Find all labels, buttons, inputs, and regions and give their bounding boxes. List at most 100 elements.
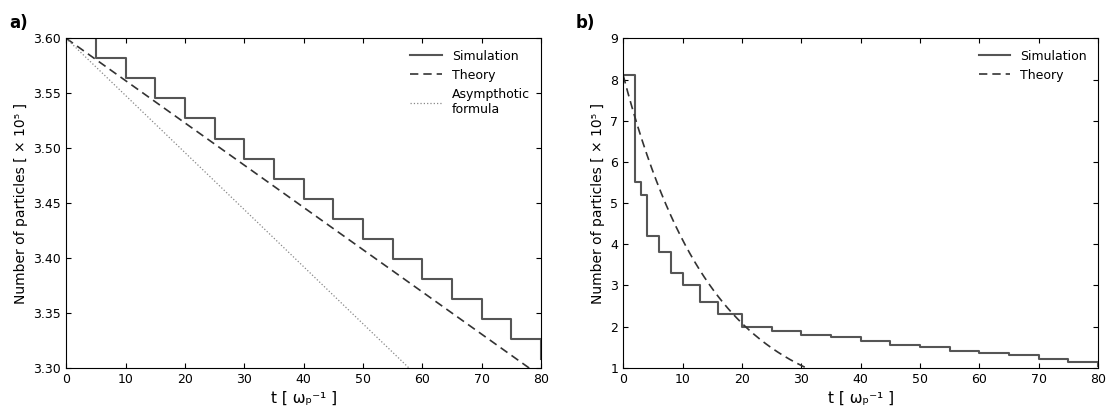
Simulation: [623, 73, 636, 78]
Simulation: [1002, 353, 1016, 358]
Simulation: [505, 336, 519, 341]
Simulation: [765, 324, 778, 329]
Simulation: [1091, 363, 1104, 368]
Y-axis label: Number of particles [ × 10⁵ ]: Number of particles [ × 10⁵ ]: [591, 102, 605, 304]
Theory: [523, 366, 536, 371]
Simulation: [884, 339, 897, 344]
Simulation: [237, 136, 251, 141]
Simulation: [386, 256, 400, 261]
Theory: [899, 393, 913, 398]
Simulation: [208, 136, 222, 141]
Simulation: [628, 180, 642, 185]
Simulation: [327, 216, 340, 221]
Simulation: [711, 312, 725, 317]
Simulation: [853, 334, 867, 339]
Simulation: [711, 299, 725, 304]
Simulation: [664, 250, 678, 255]
Simulation: [652, 234, 665, 239]
Asympthotic
formula: [342, 307, 355, 312]
Asympthotic
formula: [59, 36, 73, 41]
Simulation: [824, 334, 838, 339]
Theory: [844, 382, 858, 387]
Simulation: [268, 156, 281, 161]
X-axis label: t [ ωₚ⁻¹ ]: t [ ωₚ⁻¹ ]: [828, 391, 894, 406]
Simulation: [327, 196, 340, 201]
Simulation: [646, 234, 660, 239]
Simulation: [628, 73, 642, 78]
Simulation: [623, 73, 636, 78]
Simulation: [943, 349, 956, 354]
Simulation: [616, 73, 629, 78]
Theory: [59, 36, 73, 41]
Simulation: [913, 344, 926, 349]
Theory: [342, 237, 355, 242]
Simulation: [149, 76, 162, 81]
Simulation: [824, 332, 838, 337]
Theory: [284, 197, 298, 202]
Simulation: [675, 283, 689, 288]
Simulation: [119, 76, 132, 81]
Simulation: [356, 216, 370, 221]
Simulation: [90, 36, 103, 41]
Simulation: [853, 339, 867, 344]
Simulation: [475, 296, 488, 301]
Theory: [288, 199, 301, 204]
Simulation: [178, 116, 192, 121]
Simulation: [972, 351, 986, 356]
Simulation: [237, 156, 251, 161]
X-axis label: t [ ωₚ⁻¹ ]: t [ ωₚ⁻¹ ]: [271, 391, 337, 406]
Theory: [1006, 402, 1019, 407]
Asympthotic
formula: [317, 283, 330, 288]
Simulation: [735, 312, 748, 317]
Theory: [842, 381, 856, 386]
Simulation: [641, 234, 654, 239]
Simulation: [646, 234, 660, 239]
Simulation: [652, 250, 665, 255]
Simulation: [534, 336, 548, 341]
Line: Theory: Theory: [623, 76, 1098, 407]
Simulation: [693, 299, 707, 304]
Theory: [874, 389, 887, 394]
Asympthotic
formula: [288, 255, 301, 260]
Theory: [616, 73, 629, 78]
Text: a): a): [9, 14, 28, 32]
Simulation: [534, 357, 548, 362]
Line: Simulation: Simulation: [623, 76, 1098, 366]
Simulation: [794, 328, 808, 333]
Simulation: [416, 256, 429, 261]
Simulation: [693, 283, 707, 288]
Legend: Simulation, Theory: Simulation, Theory: [974, 45, 1092, 87]
Simulation: [765, 328, 778, 333]
Simulation: [1002, 351, 1016, 356]
Simulation: [634, 192, 647, 197]
Simulation: [1062, 357, 1075, 362]
Simulation: [794, 332, 808, 337]
Simulation: [208, 116, 222, 121]
Simulation: [475, 316, 488, 321]
Simulation: [1091, 359, 1104, 364]
Simulation: [675, 270, 689, 276]
Simulation: [268, 176, 281, 181]
Asympthotic
formula: [449, 410, 463, 415]
Simulation: [1032, 357, 1045, 362]
Theory: [449, 313, 463, 318]
Simulation: [356, 236, 370, 241]
Simulation: [446, 276, 459, 281]
Simulation: [735, 324, 748, 329]
Simulation: [641, 192, 654, 197]
Y-axis label: Number of particles [ × 10⁵ ]: Number of particles [ × 10⁵ ]: [13, 102, 28, 304]
Simulation: [297, 176, 310, 181]
Asympthotic
formula: [284, 253, 298, 258]
Simulation: [913, 343, 926, 348]
Simulation: [297, 196, 310, 201]
Line: Asympthotic
formula: Asympthotic formula: [66, 38, 541, 420]
Simulation: [1032, 353, 1045, 358]
Simulation: [90, 56, 103, 61]
Legend: Simulation, Theory, Asympthotic
formula: Simulation, Theory, Asympthotic formula: [405, 45, 535, 121]
Line: Simulation: Simulation: [66, 38, 541, 359]
Simulation: [1062, 359, 1075, 364]
Simulation: [505, 316, 519, 321]
Simulation: [386, 236, 400, 241]
Theory: [1091, 405, 1104, 410]
Simulation: [634, 180, 647, 185]
